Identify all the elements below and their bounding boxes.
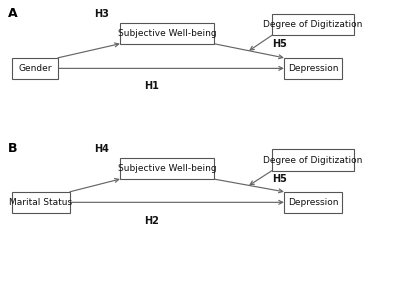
Text: H4: H4 — [94, 144, 110, 155]
Text: H2: H2 — [144, 215, 160, 226]
FancyBboxPatch shape — [272, 14, 354, 35]
Text: Degree of Digitization: Degree of Digitization — [263, 20, 363, 29]
FancyBboxPatch shape — [284, 192, 342, 213]
Text: A: A — [8, 7, 18, 20]
Text: Depression: Depression — [288, 64, 338, 73]
Text: B: B — [8, 142, 18, 155]
Text: Degree of Digitization: Degree of Digitization — [263, 156, 363, 164]
Text: Depression: Depression — [288, 198, 338, 207]
Text: Subjective Well-being: Subjective Well-being — [118, 164, 216, 173]
FancyBboxPatch shape — [284, 58, 342, 79]
Text: Gender: Gender — [18, 64, 52, 73]
FancyBboxPatch shape — [120, 158, 214, 179]
Text: H5: H5 — [272, 174, 288, 184]
FancyBboxPatch shape — [272, 149, 354, 171]
Text: H5: H5 — [272, 39, 288, 49]
FancyBboxPatch shape — [12, 192, 70, 213]
Text: H3: H3 — [94, 9, 110, 19]
Text: Marital Status: Marital Status — [10, 198, 72, 207]
Text: H1: H1 — [144, 81, 160, 91]
FancyBboxPatch shape — [12, 58, 58, 79]
Text: Subjective Well-being: Subjective Well-being — [118, 29, 216, 38]
FancyBboxPatch shape — [120, 23, 214, 44]
